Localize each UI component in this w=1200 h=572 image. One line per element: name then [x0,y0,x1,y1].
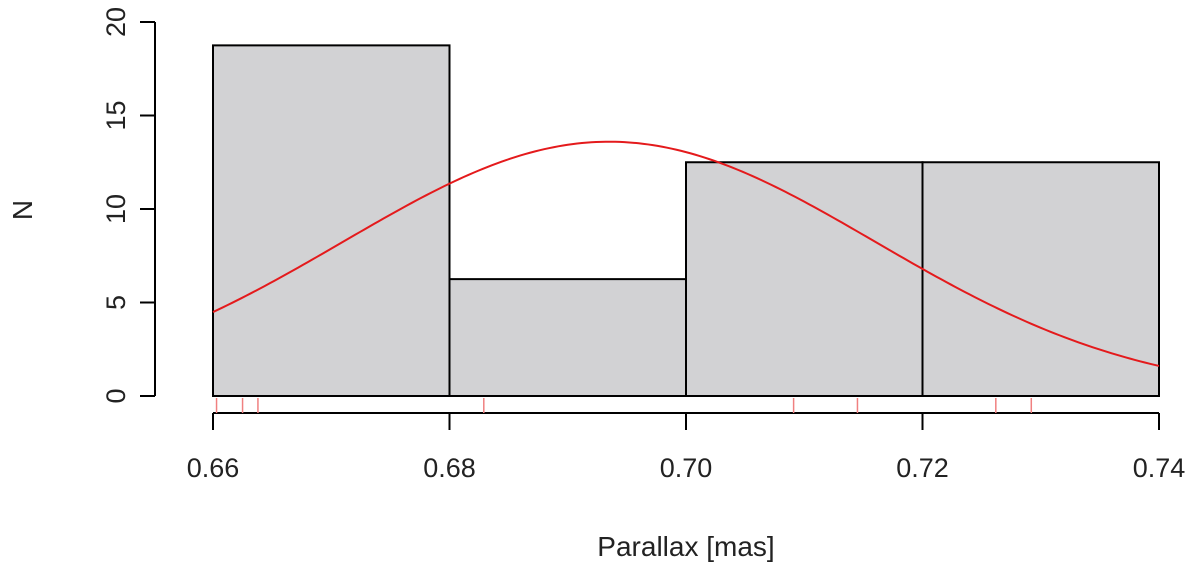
x-tick-label-0.68: 0.68 [423,453,476,483]
y-tick-label-0: 0 [101,388,131,403]
x-axis-title: Parallax [mas] [597,531,774,562]
y-tick-label-5: 5 [101,295,131,310]
y-axis-title: N [7,200,38,220]
y-tick-label-15: 15 [101,100,131,130]
x-tick-label-0.74: 0.74 [1133,453,1186,483]
x-tick-label-0.70: 0.70 [660,453,713,483]
y-tick-label-20: 20 [101,7,131,37]
histogram-bar-3 [685,161,924,397]
histogram-bar-2 [448,278,687,397]
histogram-bar-4 [921,161,1160,397]
y-axis: 0 5 10 15 20 [101,7,156,404]
normal-fit-curve [212,140,1160,367]
y-tick-label-10: 10 [101,194,131,224]
plot-area [212,44,1160,397]
histogram-bar-1 [212,44,451,397]
x-tick-label-0.66: 0.66 [187,453,240,483]
x-tick-label-0.72: 0.72 [896,453,949,483]
x-axis: 0.66 0.68 0.70 0.72 0.74 [187,398,1186,483]
